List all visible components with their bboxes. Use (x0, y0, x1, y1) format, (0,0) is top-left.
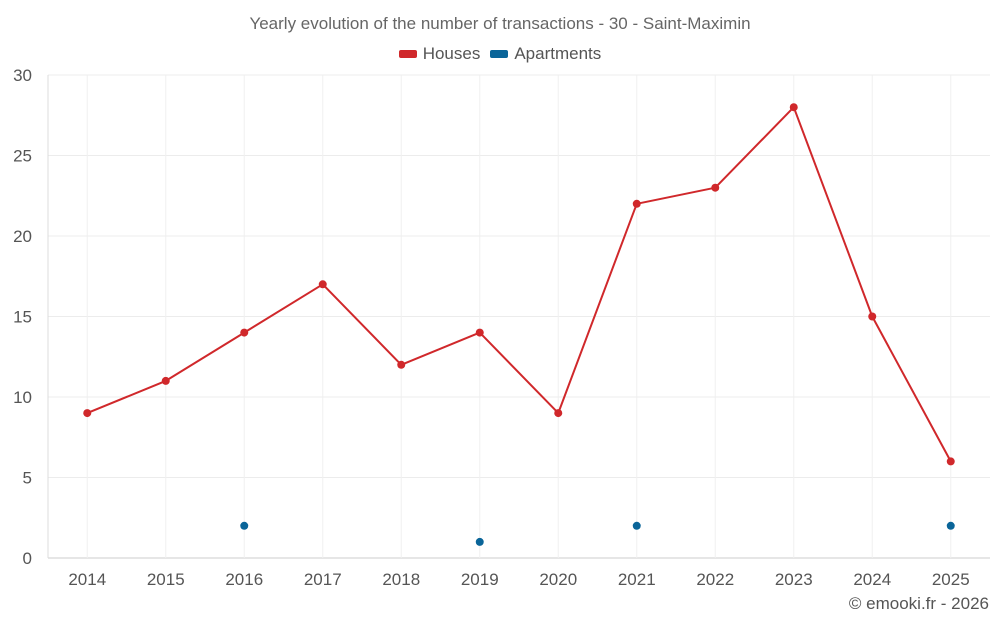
chart-title: Yearly evolution of the number of transa… (249, 14, 751, 33)
legend: Houses Apartments (0, 44, 1000, 64)
x-tick-label: 2017 (304, 570, 342, 589)
data-point-houses (397, 360, 406, 369)
x-tick-label: 2023 (775, 570, 813, 589)
data-point-houses (789, 103, 798, 112)
data-point-houses (554, 409, 563, 418)
y-tick-label: 20 (13, 227, 32, 246)
data-point-houses (868, 312, 877, 321)
data-point-apartments (632, 521, 641, 530)
legend-swatch-houses (398, 50, 417, 58)
data-point-houses (83, 409, 92, 418)
data-point-houses (475, 328, 484, 337)
y-tick-label: 0 (23, 549, 32, 568)
data-point-houses (318, 280, 327, 289)
x-tick-label: 2022 (696, 570, 734, 589)
legend-label-houses: Houses (422, 44, 481, 63)
legend-swatch-apartments (490, 50, 509, 58)
data-point-houses (240, 328, 249, 337)
data-point-houses (632, 199, 641, 208)
x-tick-label: 2021 (618, 570, 656, 589)
y-tick-label: 30 (13, 66, 32, 85)
x-tick-label: 2018 (382, 570, 420, 589)
legend-item-houses[interactable]: Houses (398, 44, 481, 64)
x-tick-label: 2025 (932, 570, 970, 589)
data-point-houses (161, 376, 170, 385)
data-point-houses (711, 183, 720, 192)
data-point-apartments (240, 521, 249, 530)
legend-item-apartments[interactable]: Apartments (490, 44, 601, 64)
x-tick-label: 2015 (147, 570, 185, 589)
legend-label-apartments: Apartments (514, 44, 602, 63)
data-point-houses (946, 457, 955, 466)
data-point-apartments (475, 537, 484, 546)
y-tick-label: 5 (23, 469, 32, 488)
x-tick-label: 2014 (68, 570, 106, 589)
y-tick-label: 25 (13, 147, 32, 166)
y-tick-label: 15 (13, 308, 32, 327)
x-tick-label: 2020 (539, 570, 577, 589)
series-line-houses (86, 106, 952, 462)
credit-text: © emooki.fr - 2026 (848, 594, 989, 613)
x-tick-label: 2016 (225, 570, 263, 589)
data-point-apartments (946, 521, 955, 530)
x-tick-label: 2019 (461, 570, 499, 589)
x-tick-label: 2024 (853, 570, 891, 589)
y-tick-label: 10 (13, 388, 32, 407)
